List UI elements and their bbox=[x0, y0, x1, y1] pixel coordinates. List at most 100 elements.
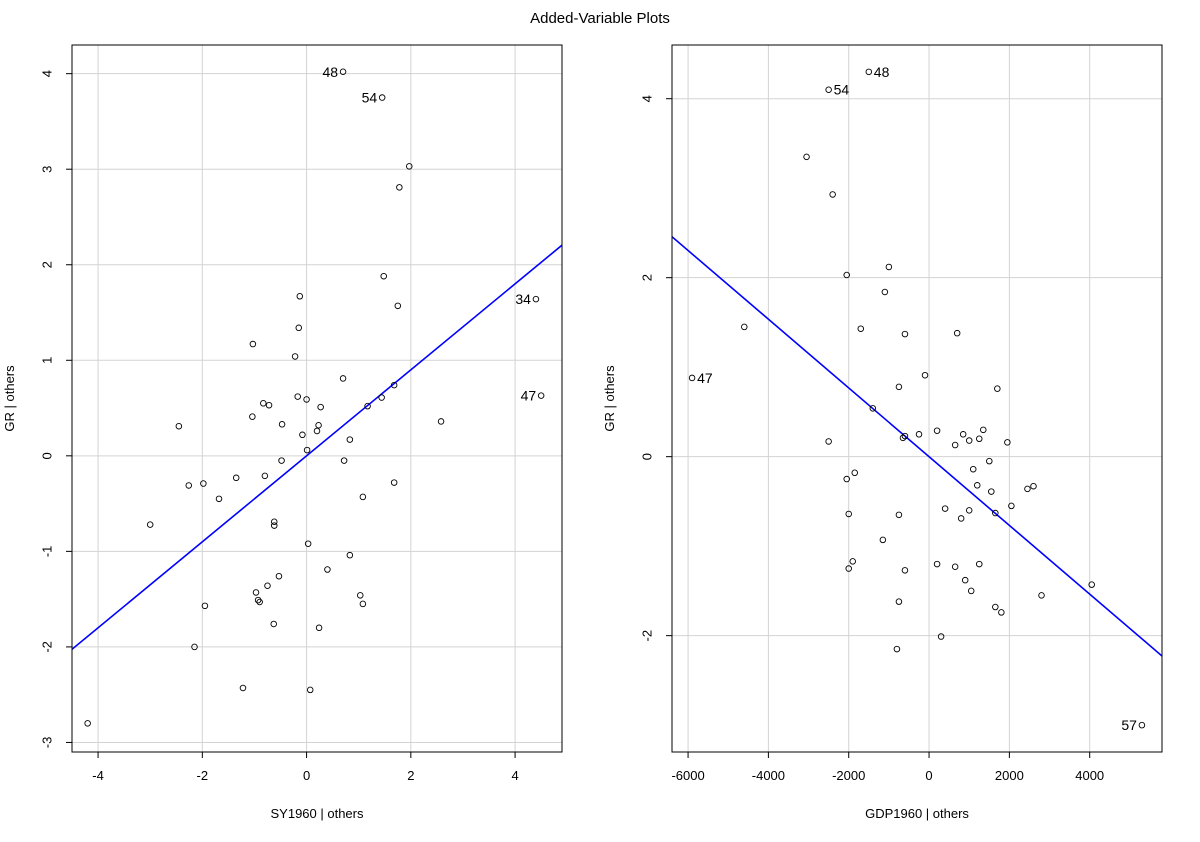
data-point bbox=[941, 505, 949, 512]
data-point bbox=[215, 495, 223, 503]
data-point bbox=[901, 567, 909, 574]
data-point bbox=[175, 422, 183, 430]
data-point bbox=[899, 434, 907, 442]
data-point bbox=[265, 401, 273, 409]
data-point bbox=[359, 600, 367, 608]
figure-title: Added-Variable Plots bbox=[530, 10, 670, 27]
data-point bbox=[901, 330, 909, 338]
data-point bbox=[965, 437, 973, 444]
data-point bbox=[851, 469, 858, 477]
x-tick-label: 0 bbox=[925, 768, 932, 783]
data-point bbox=[961, 576, 969, 584]
data-point bbox=[895, 383, 903, 391]
data-point bbox=[937, 633, 945, 640]
data-point bbox=[933, 427, 941, 434]
data-point bbox=[879, 536, 887, 544]
data-point bbox=[271, 522, 278, 529]
plot-frame bbox=[671, 44, 1163, 753]
x-tick-label: 4 bbox=[511, 768, 518, 783]
data-point bbox=[315, 422, 322, 429]
data-point bbox=[843, 475, 850, 483]
point-label: 34 bbox=[515, 291, 531, 307]
data-point bbox=[915, 431, 923, 438]
data-point bbox=[994, 385, 1001, 392]
data-point bbox=[346, 551, 354, 559]
data-point bbox=[185, 482, 193, 489]
point-label: 54 bbox=[834, 82, 850, 98]
regression-line bbox=[672, 236, 1162, 657]
data-point bbox=[390, 479, 398, 486]
data-point bbox=[951, 563, 959, 570]
data-point bbox=[340, 457, 348, 464]
point-label: 48 bbox=[874, 64, 890, 80]
x-tick-label: -6000 bbox=[671, 768, 704, 783]
data-point bbox=[200, 480, 207, 487]
data-point bbox=[256, 598, 263, 606]
data-point bbox=[1088, 581, 1095, 588]
data-point bbox=[537, 392, 545, 399]
y-tick-label: 3 bbox=[39, 166, 54, 173]
point-label: 47 bbox=[521, 388, 537, 404]
point-label: 47 bbox=[697, 370, 713, 386]
data-point bbox=[278, 421, 286, 428]
data-point bbox=[992, 509, 999, 517]
y-axis-label: GR | others bbox=[2, 365, 17, 432]
data-point bbox=[953, 329, 961, 337]
x-tick-label: -4000 bbox=[752, 768, 785, 783]
y-tick-label: 4 bbox=[639, 95, 654, 102]
data-point bbox=[201, 602, 209, 610]
x-axis-label: GDP1960 | others bbox=[865, 806, 969, 821]
data-point bbox=[980, 426, 987, 434]
data-point bbox=[988, 488, 995, 495]
data-point bbox=[845, 510, 852, 518]
data-point bbox=[901, 432, 909, 440]
data-point bbox=[849, 558, 856, 565]
y-tick-label: 4 bbox=[39, 70, 54, 77]
data-point bbox=[252, 589, 260, 596]
data-point bbox=[803, 153, 810, 161]
data-point bbox=[295, 324, 303, 332]
data-point bbox=[843, 271, 850, 279]
data-point bbox=[396, 184, 403, 191]
data-point bbox=[306, 686, 314, 694]
data-point bbox=[303, 446, 311, 454]
data-point bbox=[865, 68, 873, 76]
data-point bbox=[967, 587, 975, 595]
data-point bbox=[264, 582, 271, 590]
data-point bbox=[998, 609, 1005, 616]
point-label: 54 bbox=[362, 90, 378, 106]
point-label: 48 bbox=[322, 64, 338, 80]
data-point bbox=[992, 603, 999, 611]
data-point bbox=[239, 684, 247, 692]
data-point bbox=[957, 515, 965, 522]
data-point bbox=[976, 560, 983, 568]
y-axis-label: GR | others bbox=[602, 365, 617, 432]
data-point bbox=[1004, 439, 1011, 446]
data-point bbox=[688, 374, 696, 382]
data-point bbox=[304, 540, 312, 547]
y-tick-label: -3 bbox=[39, 737, 54, 749]
data-point bbox=[390, 381, 398, 389]
data-point bbox=[299, 431, 306, 439]
data-point bbox=[406, 163, 413, 170]
y-tick-label: 0 bbox=[39, 452, 54, 459]
data-point bbox=[933, 560, 941, 568]
data-point bbox=[1008, 502, 1015, 510]
data-point bbox=[232, 474, 240, 482]
data-point bbox=[357, 592, 364, 599]
data-point bbox=[378, 94, 386, 101]
data-point bbox=[965, 507, 973, 514]
data-point bbox=[895, 598, 903, 605]
x-tick-label: -2 bbox=[197, 768, 209, 783]
y-tick-label: 0 bbox=[639, 453, 654, 460]
data-point bbox=[869, 405, 877, 412]
x-tick-label: 0 bbox=[303, 768, 310, 783]
data-point bbox=[969, 465, 977, 473]
data-point bbox=[294, 393, 301, 400]
data-point bbox=[364, 402, 371, 410]
data-point bbox=[84, 720, 91, 727]
data-point bbox=[973, 482, 981, 489]
data-point bbox=[986, 457, 993, 465]
data-point bbox=[317, 403, 324, 411]
